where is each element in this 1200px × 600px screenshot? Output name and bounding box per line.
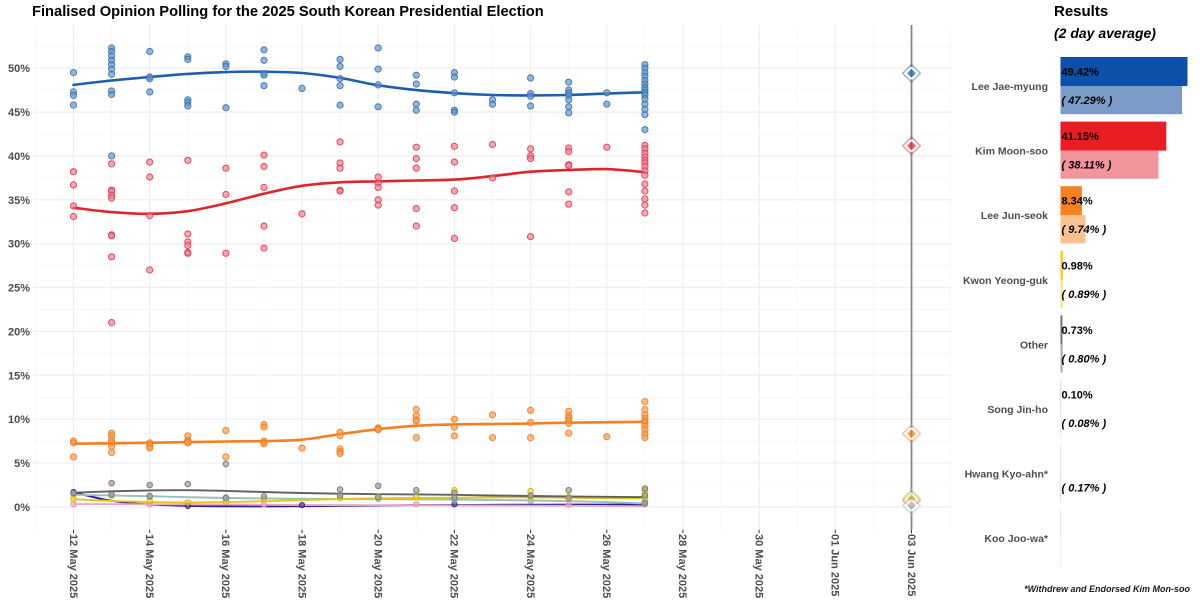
svg-text:Koo Joo-wa*: Koo Joo-wa* xyxy=(984,533,1048,545)
svg-text:0%: 0% xyxy=(14,502,30,514)
svg-text:20%: 20% xyxy=(8,326,30,338)
svg-text:14 May 2025: 14 May 2025 xyxy=(143,534,155,598)
svg-text:( 0.80% ): ( 0.80% ) xyxy=(1062,353,1107,365)
svg-text:0.73%: 0.73% xyxy=(1062,325,1093,337)
svg-text:Lee Jae-myung: Lee Jae-myung xyxy=(972,81,1048,93)
svg-text:15%: 15% xyxy=(8,370,30,382)
svg-text:0.10%: 0.10% xyxy=(1062,390,1093,402)
svg-text:41.15%: 41.15% xyxy=(1062,131,1100,143)
svg-text:(2 day average): (2 day average) xyxy=(1054,25,1156,41)
svg-text:50%: 50% xyxy=(8,63,30,75)
svg-text:( 9.74% ): ( 9.74% ) xyxy=(1062,224,1107,236)
svg-text:45%: 45% xyxy=(8,107,30,119)
svg-text:8.34%: 8.34% xyxy=(1062,196,1093,208)
svg-text:Kim Moon-soo: Kim Moon-soo xyxy=(975,146,1048,158)
svg-text:Song Jin-ho: Song Jin-ho xyxy=(987,404,1048,416)
svg-text:18 May 2025: 18 May 2025 xyxy=(295,534,307,598)
svg-text:( 47.29% ): ( 47.29% ) xyxy=(1062,95,1113,107)
svg-text:Lee Jun-seok: Lee Jun-seok xyxy=(981,210,1048,222)
svg-text:Kwon Yeong-guk: Kwon Yeong-guk xyxy=(963,275,1048,287)
svg-text:16 May 2025: 16 May 2025 xyxy=(219,534,231,598)
svg-text:25%: 25% xyxy=(8,283,30,295)
svg-text:12 May 2025: 12 May 2025 xyxy=(67,534,79,598)
svg-text:Other: Other xyxy=(1020,339,1048,351)
svg-text:01 Jun 2025: 01 Jun 2025 xyxy=(829,534,841,596)
svg-text:30 May 2025: 30 May 2025 xyxy=(752,534,764,598)
svg-text:( 38.11% ): ( 38.11% ) xyxy=(1062,160,1112,172)
svg-text:28 May 2025: 28 May 2025 xyxy=(676,534,688,598)
svg-text:Results: Results xyxy=(1054,3,1108,20)
svg-text:0.98%: 0.98% xyxy=(1062,260,1093,272)
svg-text:20 May 2025: 20 May 2025 xyxy=(371,534,383,598)
svg-text:49.42%: 49.42% xyxy=(1062,67,1100,79)
svg-text:( 0.08% ): ( 0.08% ) xyxy=(1062,418,1107,430)
svg-text:03 Jun 2025: 03 Jun 2025 xyxy=(905,534,917,596)
svg-text:10%: 10% xyxy=(8,414,30,426)
svg-text:35%: 35% xyxy=(8,195,30,207)
svg-text:24 May 2025: 24 May 2025 xyxy=(524,534,536,598)
svg-text:26 May 2025: 26 May 2025 xyxy=(600,534,612,598)
svg-text:( 0.89% ): ( 0.89% ) xyxy=(1062,289,1107,301)
svg-text:5%: 5% xyxy=(14,458,30,470)
svg-text:30%: 30% xyxy=(8,239,30,251)
svg-text:22 May 2025: 22 May 2025 xyxy=(448,534,460,598)
svg-text:Hwang Kyo-ahn*: Hwang Kyo-ahn* xyxy=(965,469,1049,481)
svg-text:( 0.17% ): ( 0.17% ) xyxy=(1062,483,1107,495)
svg-text:Finalised Opinion Polling for: Finalised Opinion Polling for the 2025 S… xyxy=(32,4,544,20)
svg-text:40%: 40% xyxy=(8,151,30,163)
svg-text:*Withdrew and Endorsed Kim Mon: *Withdrew and Endorsed Kim Mon-soo xyxy=(1024,584,1190,594)
